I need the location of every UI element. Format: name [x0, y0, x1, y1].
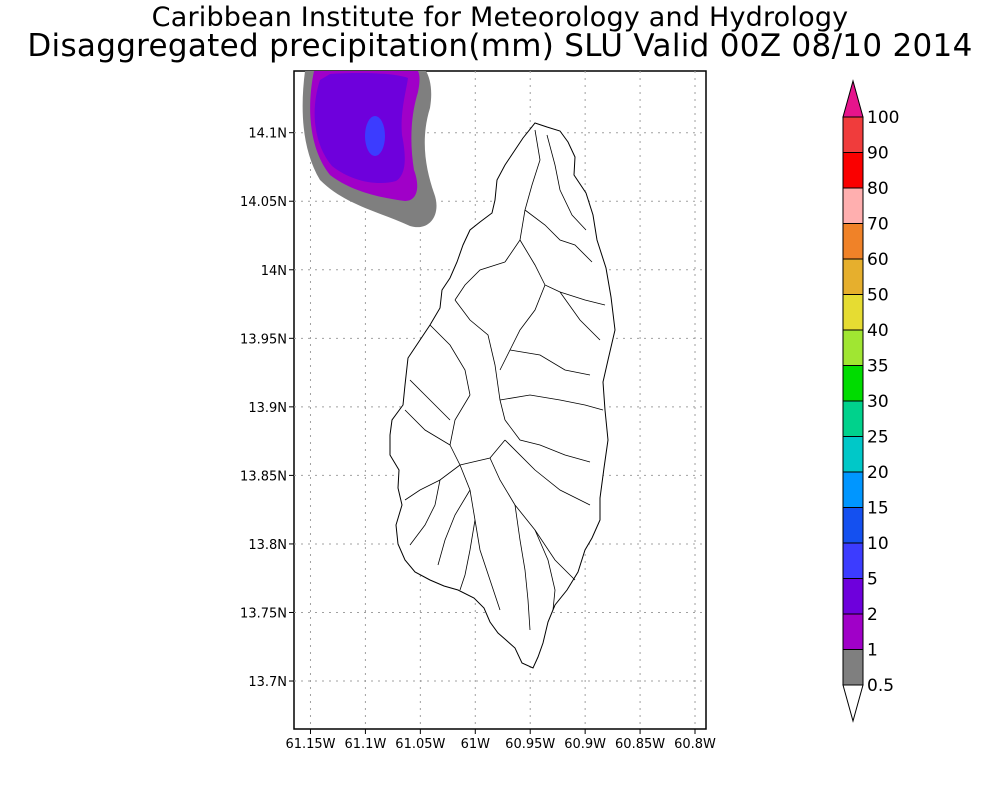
lat-tick-label: 14N: [261, 264, 287, 279]
catchment-boundaries: [404, 129, 606, 631]
lon-tick-label: 61.1W: [345, 737, 387, 752]
island-coastline: [389, 122, 616, 669]
lon-tick-label: 61.05W: [395, 737, 445, 752]
colorbar-level-label: 20: [867, 463, 889, 483]
colorbar-level-label: 2: [867, 605, 878, 625]
lat-tick-label: 13.9N: [248, 401, 287, 416]
lat-tick-label: 13.8N: [248, 538, 287, 553]
colorbar-level-label: 60: [867, 250, 889, 270]
colorbar-swatch: [842, 400, 864, 437]
colorbar-level-label: 90: [867, 144, 889, 164]
colorbar-level-label: 100: [867, 108, 899, 128]
lat-tick-label: 14.05N: [240, 195, 287, 210]
colorbar-level-label: 40: [867, 321, 889, 341]
colorbar-swatch: [842, 542, 864, 579]
colorbar-level-label: 15: [867, 499, 889, 519]
lat-tick-label: 13.75N: [240, 606, 287, 621]
title-line-1: Caribbean Institute for Meteorology and …: [151, 2, 849, 33]
colorbar-swatch: [842, 649, 864, 686]
colorbar-swatch: [842, 613, 864, 650]
colorbar-swatch: [842, 365, 864, 402]
precip-area-2mm: [314, 73, 408, 184]
colorbar-under-triangle: [842, 684, 864, 723]
lon-tick-label: 60.9W: [564, 737, 606, 752]
colorbar-level-label: 10: [867, 534, 889, 554]
colorbar-swatch: [842, 471, 864, 508]
colorbar-swatch: [842, 436, 864, 473]
colorbar-level-label: 5: [867, 570, 878, 590]
lat-tick-label: 13.7N: [248, 675, 287, 690]
lon-tick-label: 61.15W: [285, 737, 335, 752]
precip-area-5mm: [365, 116, 385, 156]
colorbar-swatch: [842, 187, 864, 224]
colorbar-over-triangle: [842, 79, 864, 118]
lon-tick-label: 60.85W: [615, 737, 665, 752]
colorbar-level-label: 80: [867, 179, 889, 199]
colorbar-level-label: 70: [867, 215, 889, 235]
colorbar-swatch: [842, 578, 864, 615]
colorbar-level-label: 25: [867, 428, 889, 448]
colorbar-swatch: [842, 116, 864, 153]
lat-tick-label: 13.95N: [240, 332, 287, 347]
lat-tick-label: 13.85N: [240, 469, 287, 484]
colorbar-level-label: 50: [867, 286, 889, 306]
colorbar-swatch: [842, 507, 864, 544]
title-line-2: Disaggregated precipitation(mm) SLU Vali…: [27, 28, 973, 64]
colorbar-swatch: [842, 329, 864, 366]
lon-tick-label: 60.8W: [674, 737, 716, 752]
colorbar-swatch: [842, 258, 864, 295]
colorbar-level-label: 30: [867, 392, 889, 412]
precipitation-field: [302, 71, 437, 228]
colorbar-level-label: 0.5: [867, 676, 894, 696]
colorbar-swatch: [842, 294, 864, 331]
lon-tick-label: 60.95W: [505, 737, 555, 752]
lat-tick-label: 14.1N: [248, 127, 287, 142]
colorbar-level-label: 1: [867, 641, 878, 661]
colorbar-swatch: [842, 152, 864, 189]
colorbar-swatch: [842, 223, 864, 260]
lon-tick-label: 61W: [461, 737, 491, 752]
colorbar-level-label: 35: [867, 357, 889, 377]
